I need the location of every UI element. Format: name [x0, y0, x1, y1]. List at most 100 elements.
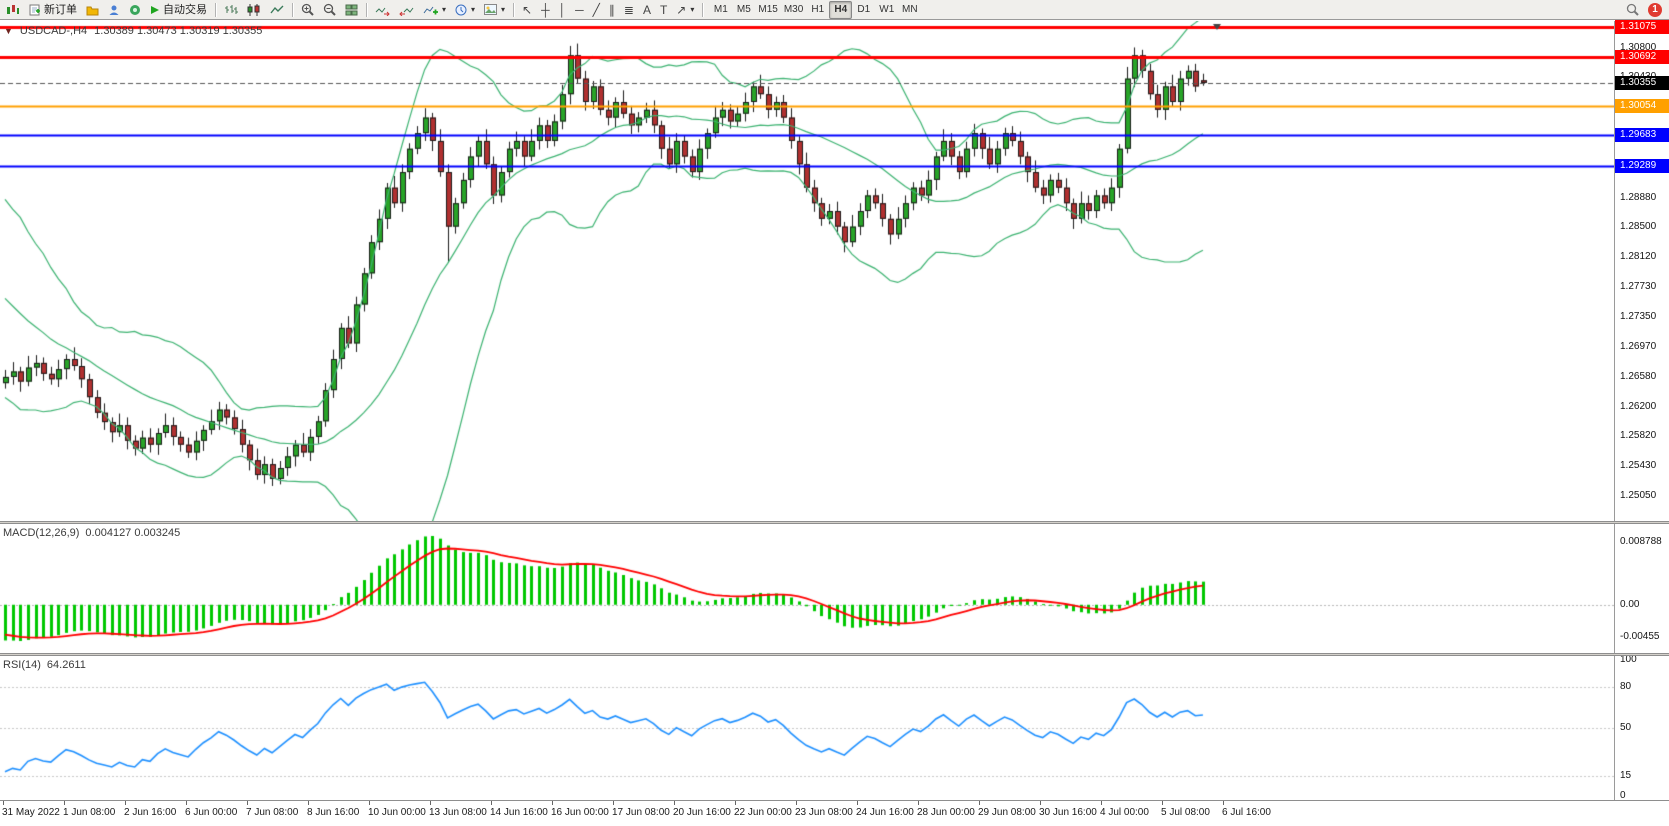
crosshair-icon: ┼	[541, 2, 550, 17]
horizontal-line-tool[interactable]: ─	[571, 1, 588, 19]
tile-windows-icon[interactable]	[341, 1, 362, 19]
time-axis-tick	[308, 801, 309, 805]
autotrading-button[interactable]: 自动交易	[146, 1, 211, 19]
time-axis-label: 16 Jun 00:00	[551, 807, 609, 818]
candlestick-chart-icon[interactable]	[243, 1, 265, 19]
time-axis-label: 2 Jun 16:00	[124, 807, 177, 818]
zoom-out-icon[interactable]	[319, 1, 340, 19]
main-toolbar: 新订单 自动交易 ▾ ▾ ▾ ↖ ┼ │ ─ ╱ ∥ ≣ A T ↗ ▾	[0, 0, 1669, 20]
price-axis-label: 1.25430	[1620, 460, 1657, 472]
rsi-axis[interactable]: 100 80 50 15 0	[1615, 654, 1669, 801]
panel-separator[interactable]	[0, 653, 1669, 656]
time-axis-tick	[64, 801, 65, 805]
macd-panel-canvas[interactable]	[0, 524, 1614, 653]
time-axis-tick	[1101, 801, 1102, 805]
level-price-badge: 1.31075	[1615, 19, 1669, 34]
time-axis-tick	[979, 801, 980, 805]
notification-badge[interactable]: 1	[1648, 2, 1662, 17]
new-order-label: 新订单	[44, 3, 77, 16]
rsi-axis-label: 50	[1620, 722, 1632, 733]
panel-separator[interactable]	[0, 800, 1669, 801]
templates-button[interactable]: ▾	[480, 1, 509, 19]
chart-ohlc: 1.30389 1.30473 1.30319 1.30355	[94, 25, 263, 37]
timeframe-button-m15[interactable]: M15	[755, 1, 780, 19]
timeframe-button-m5[interactable]: M5	[732, 1, 755, 19]
timeframe-button-h1[interactable]: H1	[806, 1, 829, 19]
time-axis-tick	[3, 801, 4, 805]
chart-shift-icon[interactable]	[395, 1, 418, 19]
timeframe-button-m30[interactable]: M30	[781, 1, 806, 19]
autotrading-label: 自动交易	[163, 3, 207, 16]
bar-chart-icon[interactable]	[220, 1, 242, 19]
time-axis-tick	[1223, 801, 1224, 805]
time-axis-tick	[796, 801, 797, 805]
timeframe-button-h4[interactable]: H4	[829, 0, 853, 19]
macd-axis-label: 0.008788	[1620, 536, 1662, 548]
price-axis-label: 1.30800	[1620, 42, 1657, 54]
time-axis-tick	[369, 801, 370, 805]
auto-scroll-icon[interactable]	[371, 1, 394, 19]
fibonacci-tool[interactable]: ≣	[620, 1, 638, 19]
level-price-badge: 1.30054	[1615, 99, 1669, 114]
price-axis-label: 1.25820	[1620, 430, 1657, 442]
rsi-axis-label: 15	[1620, 769, 1632, 781]
toolbar-separator	[215, 2, 216, 17]
time-axis-tick	[491, 801, 492, 805]
vertical-line-tool[interactable]: │	[555, 1, 571, 19]
main-chart-canvas[interactable]	[0, 21, 1614, 521]
profile-icon[interactable]	[104, 1, 124, 19]
time-axis-tick	[186, 801, 187, 805]
rsi-axis-label: 100	[1620, 654, 1637, 665]
timeframe-button-d1[interactable]: D1	[852, 1, 875, 19]
channel-tool[interactable]: ∥	[605, 1, 619, 19]
label-icon: T	[659, 2, 668, 17]
macd-axis[interactable]: 0.008788 0.00 -0.00455	[1615, 524, 1669, 653]
text-tool[interactable]: A	[639, 1, 655, 19]
indicators-plus-icon	[423, 6, 438, 14]
time-axis-tick	[674, 801, 675, 805]
rsi-panel-canvas[interactable]	[0, 656, 1614, 800]
navigator-icon[interactable]	[125, 1, 145, 19]
label-tool[interactable]: T	[656, 1, 671, 19]
price-axis[interactable]: 1.308001.304301.288801.285001.281201.277…	[1615, 19, 1669, 521]
timeframe-button-mn[interactable]: MN	[898, 1, 921, 19]
time-axis-tick	[430, 801, 431, 805]
macd-indicator-name: MACD(12,26,9)	[3, 527, 80, 539]
new-order-icon	[29, 4, 40, 15]
toolbar-separator	[513, 2, 515, 17]
rsi-axis-label: 80	[1620, 681, 1632, 693]
crosshair-tool[interactable]: ┼	[537, 1, 554, 19]
timeframe-button-w1[interactable]: W1	[875, 1, 898, 19]
indicators-button[interactable]: ▾	[419, 1, 450, 19]
time-axis-label: 20 Jun 16:00	[673, 807, 731, 818]
macd-axis-label: -0.00455	[1620, 631, 1660, 643]
trendline-tool[interactable]: ╱	[589, 1, 604, 19]
chart-window-icon[interactable]	[2, 1, 24, 19]
panel-separator[interactable]	[0, 521, 1669, 524]
new-order-button[interactable]: 新订单	[25, 1, 81, 19]
price-axis-label: 1.26580	[1620, 370, 1657, 382]
time-axis-label: 14 Jun 16:00	[490, 807, 548, 818]
one-click-trading-toggle[interactable]: ▼	[4, 26, 13, 36]
level-price-badge: 1.29289	[1615, 158, 1669, 173]
price-axis-label: 1.28120	[1620, 250, 1657, 262]
time-axis-label: 8 Jun 16:00	[307, 807, 360, 818]
periods-button[interactable]: ▾	[451, 1, 479, 19]
market-watch-icon[interactable]	[82, 1, 103, 19]
cursor-tool[interactable]: ↖	[518, 1, 536, 19]
time-axis-label: 17 Jun 08:00	[612, 807, 670, 818]
time-axis-label: 24 Jun 16:00	[856, 807, 914, 818]
search-icon[interactable]	[1622, 1, 1643, 19]
zoom-in-icon[interactable]	[297, 1, 318, 19]
price-axis-label: 1.28880	[1620, 191, 1657, 203]
time-axis-label: 4 Jul 00:00	[1100, 807, 1149, 818]
arrows-tool[interactable]: ↗ ▾	[672, 1, 698, 19]
time-axis[interactable]: 31 May 2022 1 Jun 08:00 2 Jun 16:00 6 Jun 0…	[0, 801, 1669, 826]
time-axis-tick	[613, 801, 614, 805]
timeframe-button-m1[interactable]: M1	[709, 1, 732, 19]
line-chart-icon[interactable]	[266, 1, 288, 19]
rsi-label: RSI(14) 64.2611	[3, 659, 86, 671]
chevron-down-icon: ▾	[690, 4, 695, 14]
rsi-axis-label: 0	[1620, 790, 1626, 801]
time-axis-tick	[735, 801, 736, 805]
